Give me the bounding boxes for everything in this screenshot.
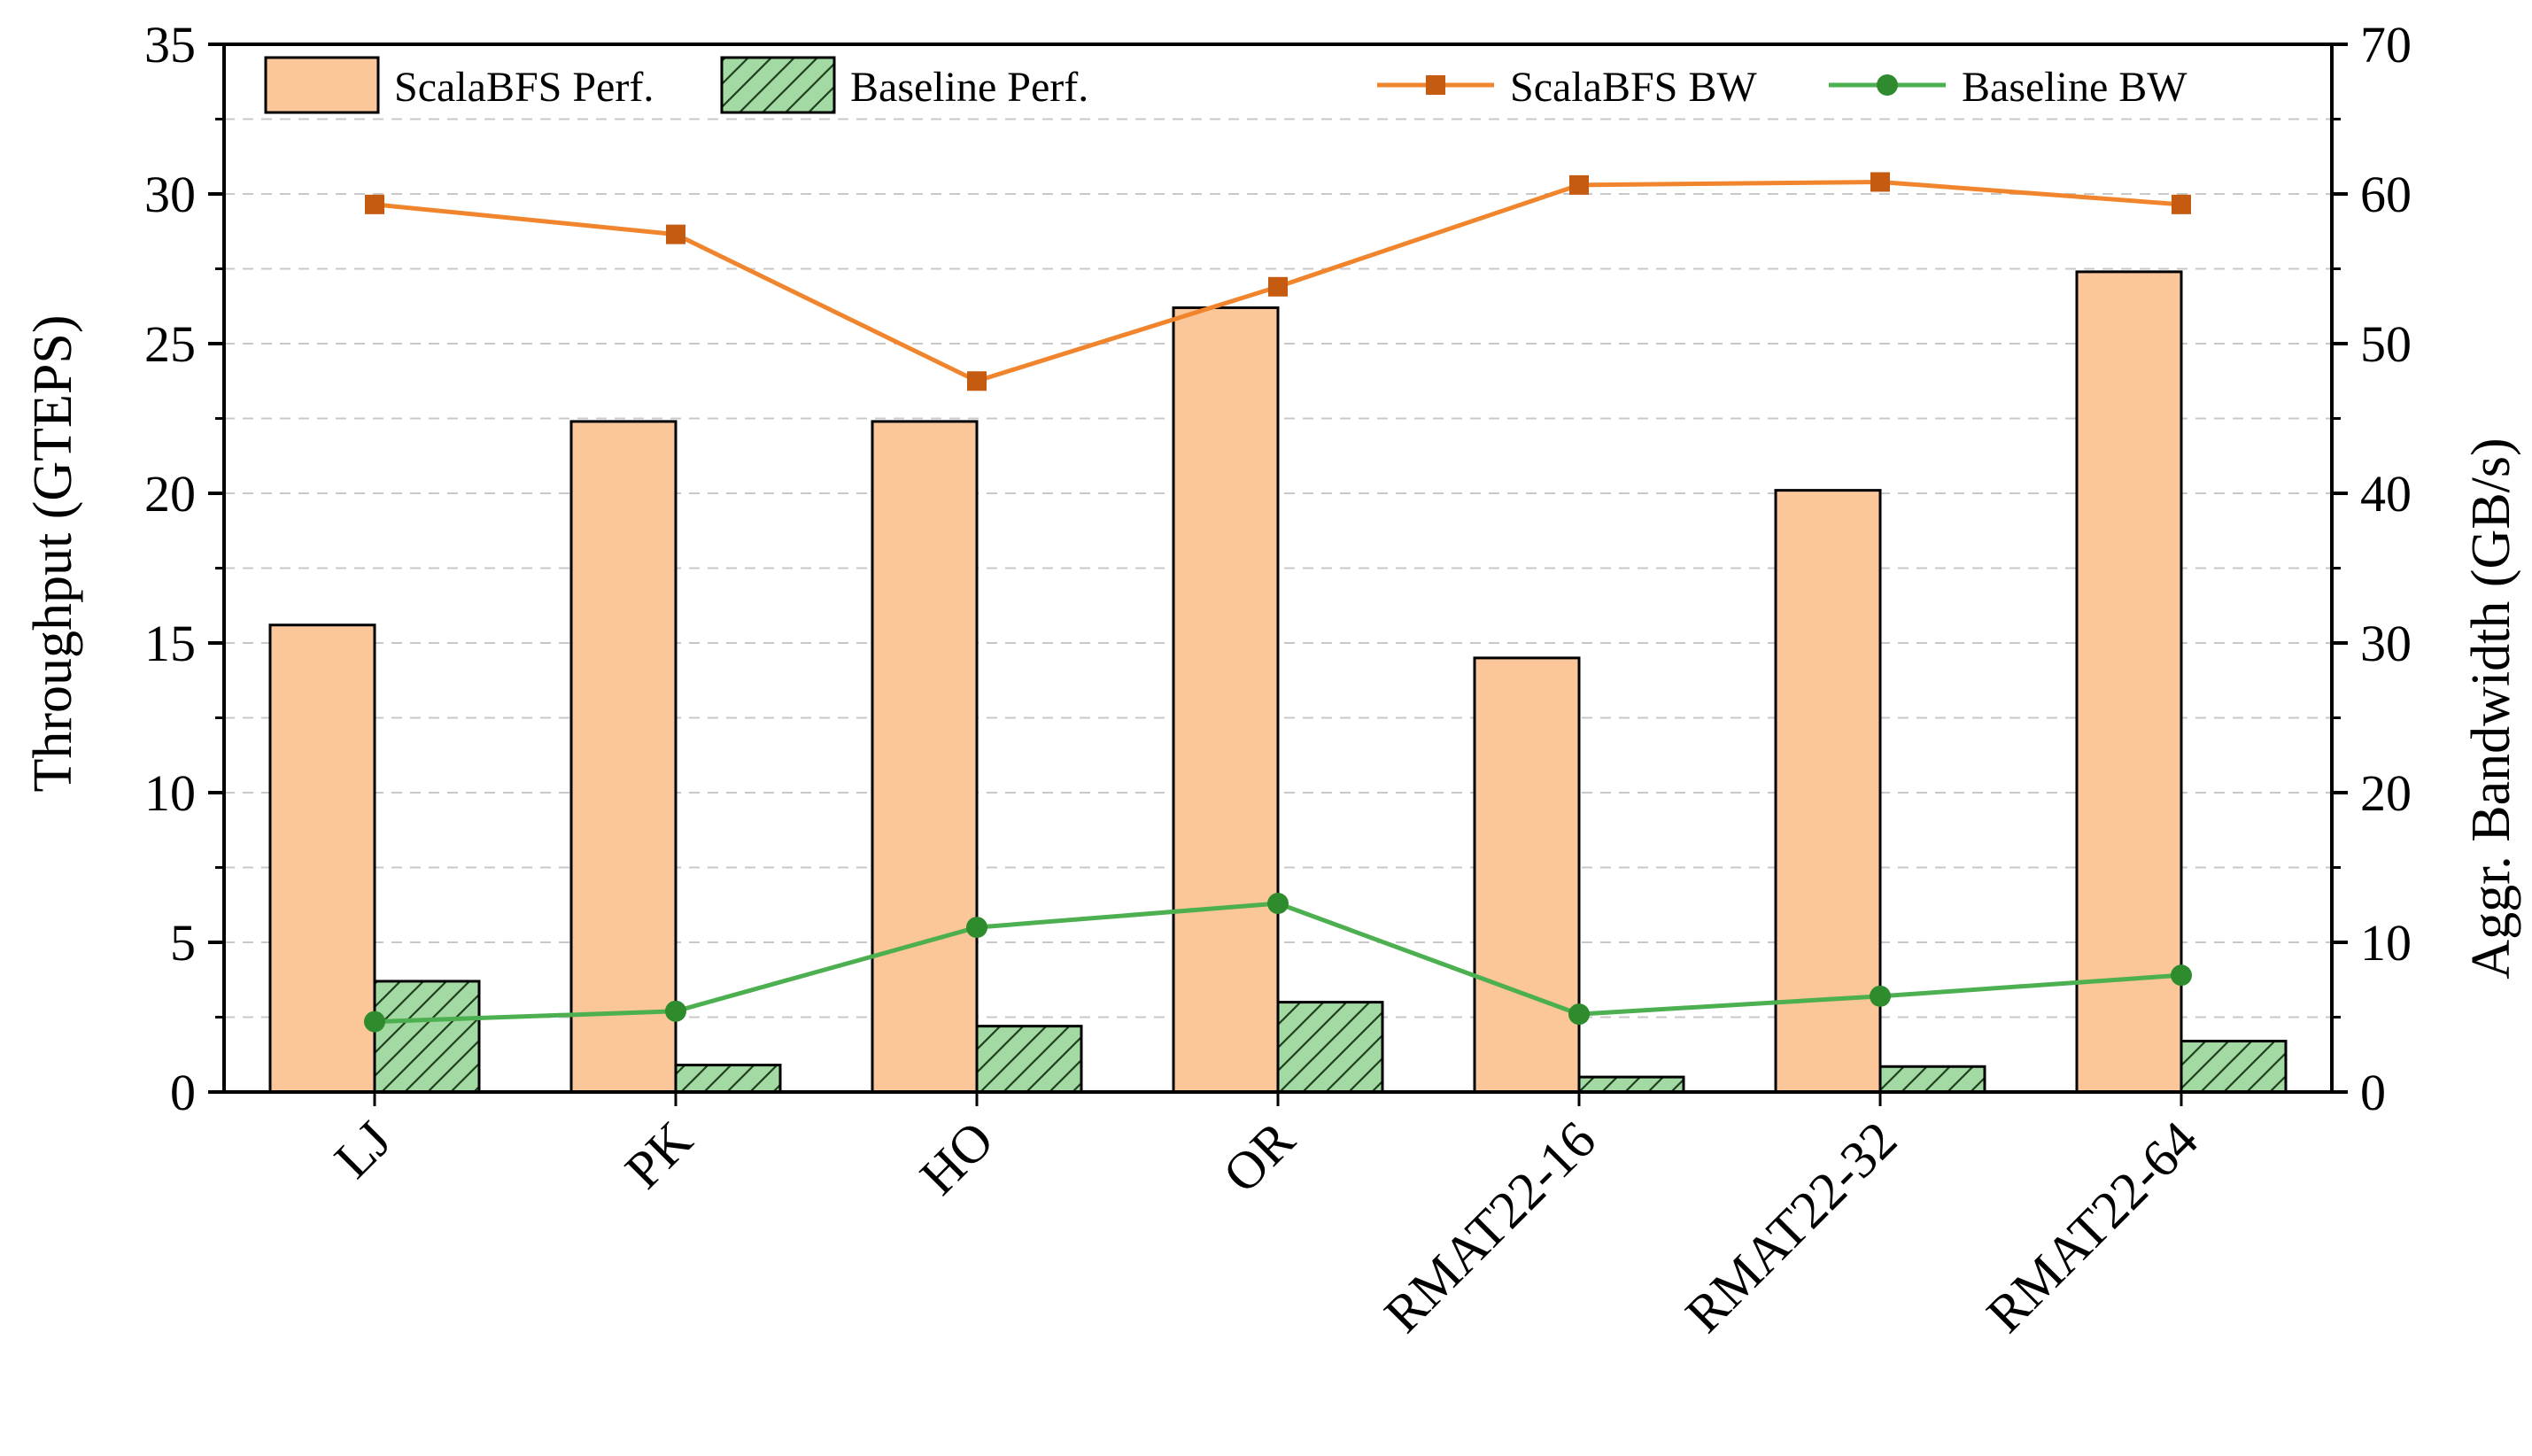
bar-scalabfs-perf bbox=[1473, 656, 1581, 1094]
bar-baseline-perf bbox=[975, 1025, 1083, 1094]
point-scalabfs-bw bbox=[1569, 174, 1589, 195]
point-scalabfs-bw bbox=[666, 224, 685, 244]
point-baseline-bw bbox=[1568, 1003, 1590, 1026]
point-scalabfs-bw bbox=[365, 194, 384, 214]
bar-scalabfs-perf bbox=[1172, 306, 1280, 1094]
y-tick-label-left: 10 bbox=[144, 764, 196, 822]
y-axis-title-left: Throughput (GTEPS) bbox=[23, 314, 83, 792]
bar-baseline-perf bbox=[1878, 1065, 1986, 1094]
point-scalabfs-bw bbox=[1870, 172, 1890, 192]
lines bbox=[364, 172, 2192, 1033]
bar-baseline-perf bbox=[674, 1064, 782, 1094]
legend-marker-scalabfs-bw bbox=[1426, 75, 1445, 95]
category-label: RMAT22-16 bbox=[1374, 1111, 1607, 1344]
y-tick-label-left: 15 bbox=[144, 615, 196, 672]
bar-baseline-perf bbox=[1577, 1075, 1685, 1094]
y-tick-label-left: 0 bbox=[170, 1064, 196, 1121]
category-label: OR bbox=[1212, 1111, 1306, 1204]
category-label: PK bbox=[614, 1111, 703, 1200]
point-baseline-bw bbox=[364, 1011, 385, 1033]
tick-labels: 0 5 10 15 20 25 30 35 0 10 20 30 40 50 60 70 bbox=[144, 16, 2412, 1121]
category-label: LJ bbox=[323, 1111, 402, 1189]
y-tick-label-right: 30 bbox=[2360, 615, 2412, 672]
y-tick-label-left: 30 bbox=[144, 166, 196, 223]
bar-baseline-perf bbox=[373, 980, 481, 1094]
category-labels: LJ PK HO OR RMAT22-16 RMAT22-32 RMAT22-64 bbox=[323, 1111, 2209, 1344]
y-tick-label-right: 50 bbox=[2360, 315, 2412, 373]
y-tick-label-right: 60 bbox=[2360, 166, 2412, 223]
point-baseline-bw bbox=[1267, 893, 1289, 915]
gridlines bbox=[224, 118, 2332, 1018]
y-tick-label-right: 10 bbox=[2360, 914, 2412, 972]
y-tick-label-right: 20 bbox=[2360, 764, 2412, 822]
y-tick-label-left: 25 bbox=[144, 315, 196, 373]
y-axis-title-right: Aggr. Bandwidth (GB/s) bbox=[2461, 438, 2521, 979]
y-tick-label-left: 35 bbox=[144, 16, 196, 74]
legend-swatch-baseline-perf- bbox=[720, 56, 836, 114]
y-tick-label-left: 20 bbox=[144, 465, 196, 523]
point-baseline-bw bbox=[966, 917, 987, 939]
legend-label-scalabfs-bw: ScalaBFS BW bbox=[1510, 64, 1757, 111]
category-label: HO bbox=[909, 1111, 1004, 1206]
legend-swatch-scalabfs-perf- bbox=[264, 56, 380, 114]
point-scalabfs-bw bbox=[1268, 276, 1288, 297]
legend-label-scalabfs-perf-: ScalaBFS Perf. bbox=[394, 64, 654, 111]
category-label: RMAT22-32 bbox=[1675, 1111, 1909, 1344]
axis-titles: Throughput (GTEPS) Aggr. Bandwidth (GB/s… bbox=[23, 314, 2521, 979]
point-scalabfs-bw bbox=[967, 371, 987, 391]
bar-scalabfs-perf bbox=[2075, 270, 2183, 1094]
legend: ScalaBFS Perf. Baseline Perf. ScalaBFS BW B… bbox=[264, 56, 2187, 114]
bars bbox=[268, 270, 2288, 1094]
y-tick-label-right: 40 bbox=[2360, 465, 2412, 523]
bar-baseline-perf bbox=[2180, 1040, 2288, 1094]
bar-scalabfs-perf bbox=[1774, 489, 1882, 1094]
point-baseline-bw bbox=[665, 1000, 686, 1022]
bar-scalabfs-perf bbox=[871, 420, 979, 1094]
bar-scalabfs-perf bbox=[569, 420, 678, 1094]
bar-baseline-perf bbox=[1276, 1001, 1384, 1094]
point-baseline-bw bbox=[1870, 985, 1891, 1007]
legend-label-baseline-bw: Baseline BW bbox=[1962, 64, 2187, 111]
legend-label-baseline-perf-: Baseline Perf. bbox=[850, 64, 1088, 111]
point-baseline-bw bbox=[2171, 964, 2192, 987]
axes bbox=[208, 43, 2348, 1106]
y-tick-label-right: 70 bbox=[2360, 16, 2412, 74]
y-tick-label-right: 0 bbox=[2360, 1064, 2386, 1121]
y-tick-label-left: 5 bbox=[170, 914, 196, 972]
bar-scalabfs-perf bbox=[268, 623, 376, 1094]
legend-marker-baseline-bw bbox=[1877, 74, 1898, 96]
point-scalabfs-bw bbox=[2172, 194, 2191, 214]
category-label: RMAT22-64 bbox=[1976, 1111, 2210, 1344]
